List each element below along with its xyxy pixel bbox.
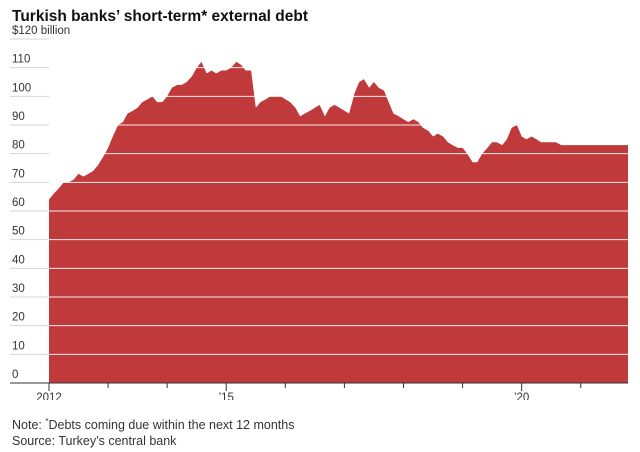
x-tick-label: ’15 [219, 392, 234, 400]
y-tick-label: $120 billion [12, 25, 70, 37]
footnote-note: Note: *Debts coming due within the next … [12, 416, 295, 432]
y-tick-label: 20 [12, 312, 25, 324]
area-chart: $120 billion1101009080706050403020100201… [10, 25, 628, 400]
y-tick-label: 110 [12, 54, 30, 66]
note-prefix: Note: [12, 418, 46, 432]
y-tick-label: 50 [12, 226, 25, 238]
note-text: Debts coming due within the next 12 mont… [48, 418, 295, 432]
y-tick-label: 60 [12, 197, 25, 209]
debt-area [49, 61, 628, 384]
note-marker: * [45, 416, 49, 426]
y-tick-label: 70 [12, 168, 25, 180]
chart-title: Turkish banks’ short-term* external debt [12, 8, 309, 25]
footnote-source: Source: Turkey’s central bank [12, 434, 177, 448]
y-tick-label: 0 [12, 369, 18, 381]
y-tick-label: 90 [12, 111, 25, 123]
y-tick-label: 30 [12, 283, 25, 295]
x-tick-label: ’20 [514, 392, 529, 400]
y-tick-label: 100 [12, 82, 31, 94]
y-tick-label: 40 [12, 254, 25, 266]
y-tick-label: 80 [12, 140, 25, 152]
y-tick-label: 10 [12, 340, 25, 352]
x-tick-label: 2012 [36, 392, 62, 400]
